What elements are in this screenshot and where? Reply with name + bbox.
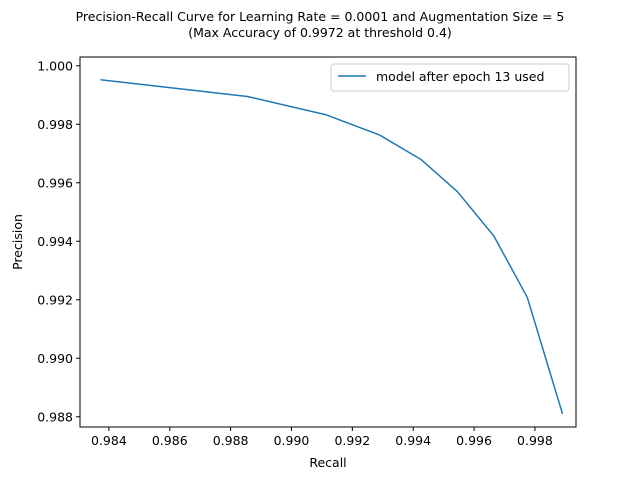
x-axis: 0.984 0.986 0.988 0.990 0.992 0.994 0.996 0.998 [91,427,553,448]
y-tick-label: 0.996 [37,175,73,190]
chart-title: Precision-Recall Curve for Learning Rate… [76,9,565,24]
y-tick-label: 0.992 [37,292,73,307]
x-tick-label: 0.986 [152,433,188,448]
y-axis-label: Precision [10,214,25,270]
x-tick-label: 0.996 [456,433,492,448]
x-tick-label: 0.998 [517,433,553,448]
series-line [101,80,562,413]
x-axis-label: Recall [309,455,346,470]
y-axis: 0.988 0.990 0.992 0.994 0.996 0.998 1.000 [37,58,80,424]
x-tick-label: 0.992 [334,433,370,448]
legend-label: model after epoch 13 used [376,69,544,84]
x-tick-label: 0.984 [91,433,127,448]
y-tick-label: 0.990 [37,351,73,366]
x-tick-label: 0.988 [213,433,249,448]
y-tick-label: 0.994 [37,234,73,249]
legend: model after epoch 13 used [331,64,569,91]
plot-area [101,80,562,413]
plot-frame [80,57,576,427]
x-tick-label: 0.990 [274,433,310,448]
x-tick-label: 0.994 [395,433,431,448]
chart-subtitle: (Max Accuracy of 0.9972 at threshold 0.4… [188,25,452,40]
y-tick-label: 0.988 [37,409,73,424]
y-tick-label: 1.000 [37,58,73,73]
y-tick-label: 0.998 [37,117,73,132]
